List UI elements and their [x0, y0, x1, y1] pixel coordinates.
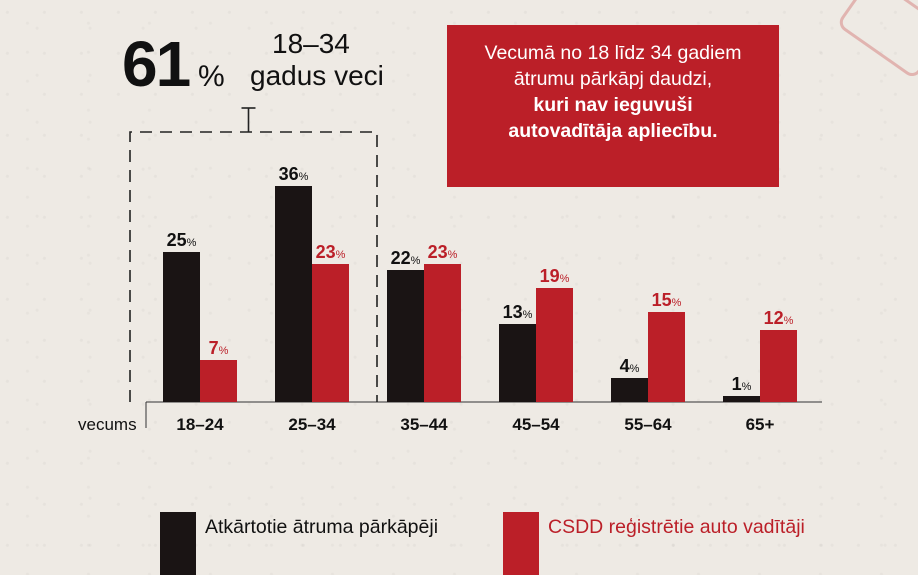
highlight-bracket — [129, 131, 378, 402]
x-tick-label: 65+ — [746, 415, 775, 434]
x-tick-label: 25–34 — [288, 415, 336, 434]
data-label-red: 12% — [764, 308, 794, 328]
legend-label-red: CSDD reģistrētie auto vadītāji — [548, 516, 805, 538]
legend-swatch-red — [503, 512, 539, 575]
data-label-black: 36% — [279, 164, 309, 184]
bar-black — [387, 270, 424, 402]
x-tick-label: 35–44 — [400, 415, 448, 434]
headline-percent: 61 — [122, 28, 191, 100]
x-axis-label: vecums — [78, 415, 137, 434]
callout-line-1: Vecumā no 18 līdz 34 gadiem — [484, 42, 742, 64]
data-label-red: 7% — [209, 338, 229, 358]
bar-black — [611, 378, 648, 402]
callout-line-2: ātrumu pārkāpj daudzi, — [513, 68, 713, 90]
bar-black — [723, 396, 760, 402]
legend-swatch-black — [160, 512, 196, 575]
bar-red — [648, 312, 685, 402]
bar-red — [200, 360, 237, 402]
data-label-red: 23% — [428, 242, 458, 262]
headline-age-range: 18–34 — [272, 28, 350, 59]
headline-age-label: gadus veci — [250, 60, 384, 91]
bar-red — [424, 264, 461, 402]
x-tick-label: 55–64 — [624, 415, 672, 434]
data-label-black: 4% — [620, 356, 640, 376]
bar-black — [275, 186, 312, 402]
headline-percent-sign: % — [198, 60, 225, 93]
legend-label-black: Atkārtotie ātruma pārkāpēji — [205, 516, 439, 538]
data-label-black: 25% — [167, 230, 197, 250]
data-label-black: 22% — [391, 248, 421, 268]
bar-red — [312, 264, 349, 402]
bar-black — [163, 252, 200, 402]
data-label-red: 19% — [540, 266, 570, 286]
data-label-red: 23% — [316, 242, 346, 262]
callout-line-4: autovadītāja apliecību. — [508, 120, 718, 142]
callout-box: Vecumā no 18 līdz 34 gadiem ātrumu pārkā… — [447, 25, 779, 187]
data-label-black: 1% — [732, 374, 752, 394]
bar-black — [499, 324, 536, 402]
x-tick-label: 18–24 — [176, 415, 224, 434]
x-tick-label: 45–54 — [512, 415, 560, 434]
callout-line-3: kuri nav ieguvuši — [533, 94, 693, 116]
data-label-red: 15% — [652, 290, 682, 310]
bar-red — [536, 288, 573, 402]
data-label-black: 13% — [503, 302, 533, 322]
bar-red — [760, 330, 797, 402]
